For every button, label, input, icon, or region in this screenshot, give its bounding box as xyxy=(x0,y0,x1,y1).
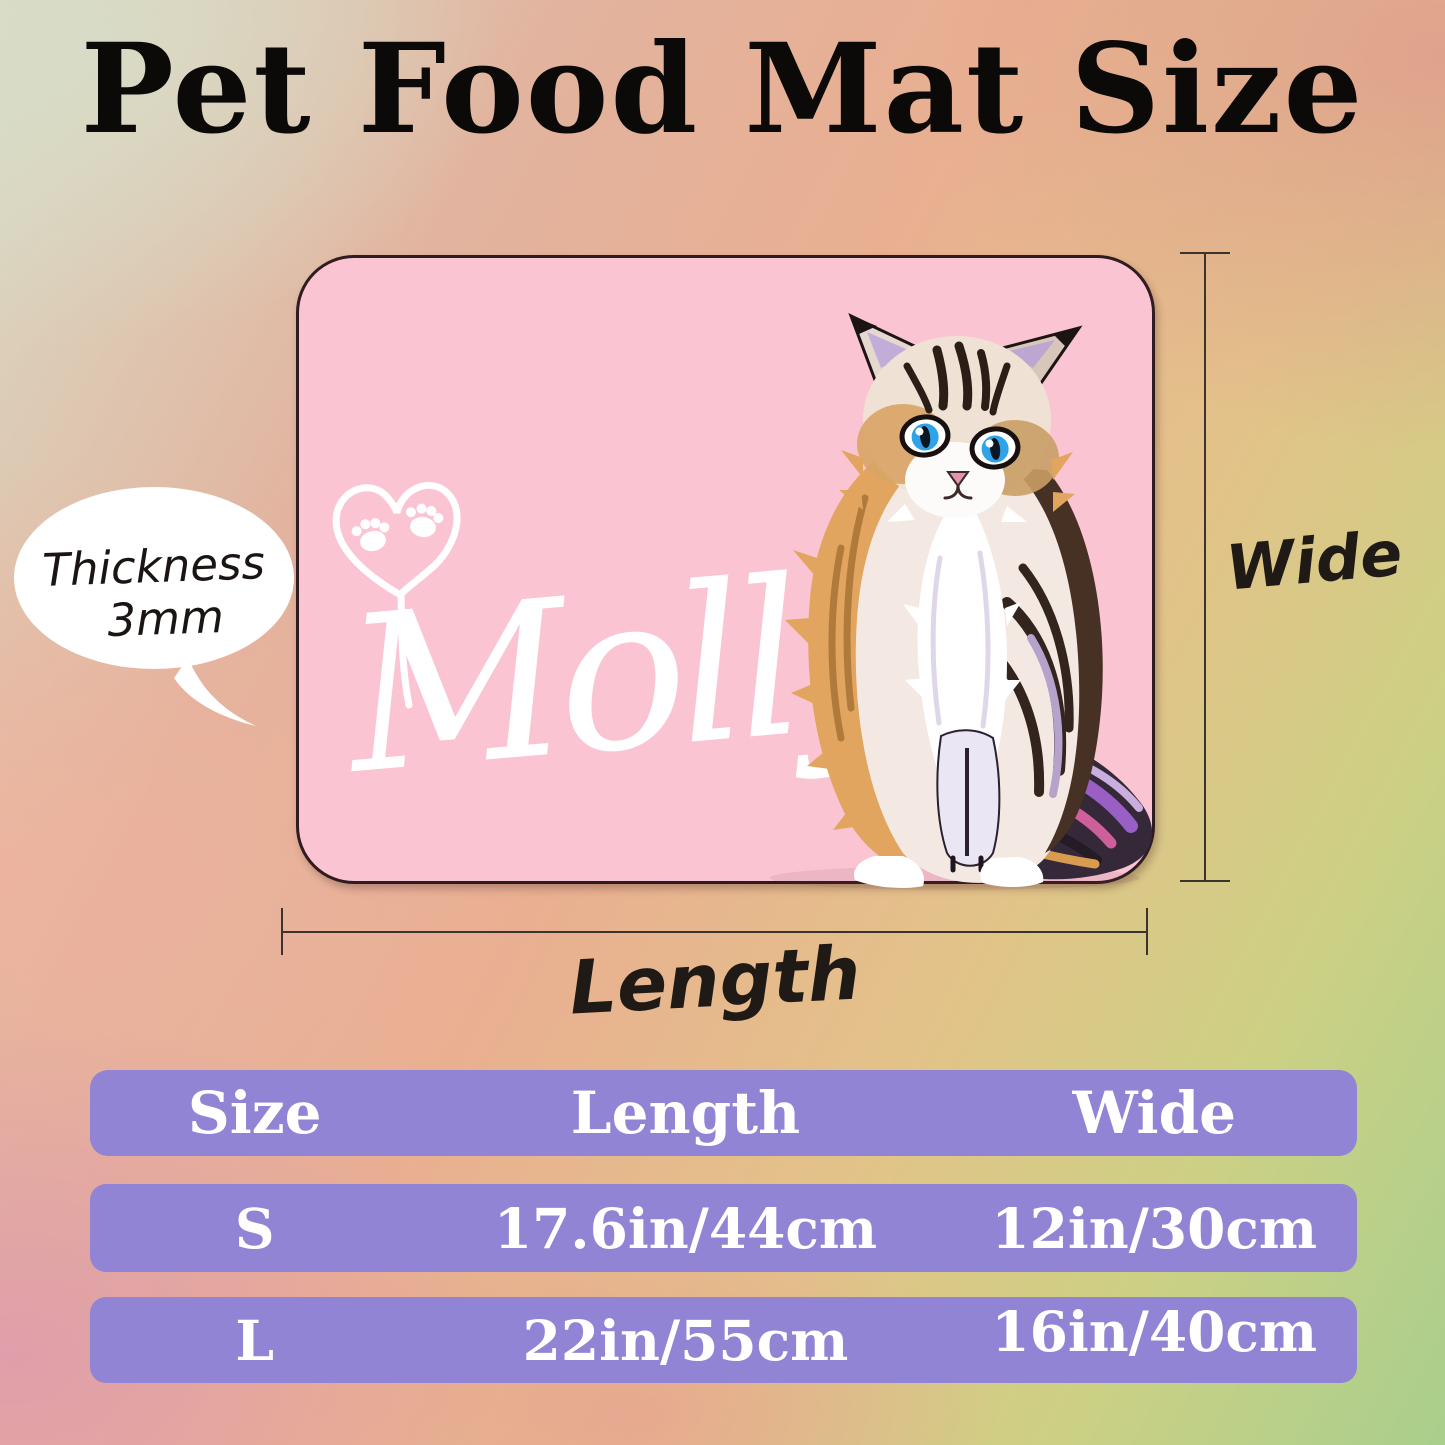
length-dimension-line xyxy=(282,931,1148,933)
size-table-header: Size Length Wide xyxy=(90,1070,1357,1156)
row-l-wide: 16in/40cm xyxy=(991,1298,1318,1364)
page-title: Pet Food Mat Size xyxy=(80,17,1365,162)
thickness-value: 3mm xyxy=(107,590,225,647)
cat-tail xyxy=(936,727,1153,880)
header-size: Size xyxy=(187,1079,322,1147)
row-s-length: 17.6in/44cm xyxy=(493,1195,878,1261)
cat-nose xyxy=(946,471,970,488)
cat-mouth xyxy=(943,484,973,500)
row-s-size: S xyxy=(234,1195,275,1261)
row-l-size: L xyxy=(235,1307,275,1373)
heart-outline xyxy=(332,482,461,709)
cat-ear-left xyxy=(848,313,931,383)
wide-label: Wide xyxy=(1223,516,1405,605)
pet-name-text: Molly xyxy=(337,523,916,822)
thickness-label: Thickness xyxy=(42,536,266,597)
paw-print-left xyxy=(351,518,390,552)
length-dimension-tick-right xyxy=(1146,908,1148,955)
size-table: Size Length Wide S 17.6in/44cm 12in/30cm… xyxy=(90,1070,1357,1383)
cat-shadow xyxy=(770,866,1140,890)
cat-ear-right xyxy=(991,325,1083,389)
wide-dimension-tick-top xyxy=(1180,252,1230,254)
header-length: Length xyxy=(570,1079,801,1147)
cat-back-fur xyxy=(982,468,1103,853)
wide-dimension-tick-bottom xyxy=(1180,880,1230,882)
table-row-small: S 17.6in/44cm 12in/30cm xyxy=(90,1184,1357,1272)
length-label: Length xyxy=(567,930,863,1032)
cat-eye-right xyxy=(969,426,1021,470)
row-s-wide: 12in/30cm xyxy=(991,1195,1318,1261)
table-row-large: L 22in/55cm 16in/40cm xyxy=(90,1297,1357,1383)
row-l-length: 22in/55cm xyxy=(522,1307,849,1373)
wide-dimension-line xyxy=(1204,253,1206,882)
speech-bubble-icon: Thickness 3mm xyxy=(14,487,294,726)
cat-eye-left xyxy=(899,414,951,458)
header-wide: Wide xyxy=(1072,1079,1237,1147)
length-dimension-tick-left xyxy=(281,908,283,955)
cat-head xyxy=(839,313,1083,522)
cat-chest xyxy=(903,503,1021,830)
heart-paw-icon xyxy=(332,482,461,709)
pet-food-mat: Molly xyxy=(296,255,1155,890)
paw-print-right xyxy=(405,503,444,538)
